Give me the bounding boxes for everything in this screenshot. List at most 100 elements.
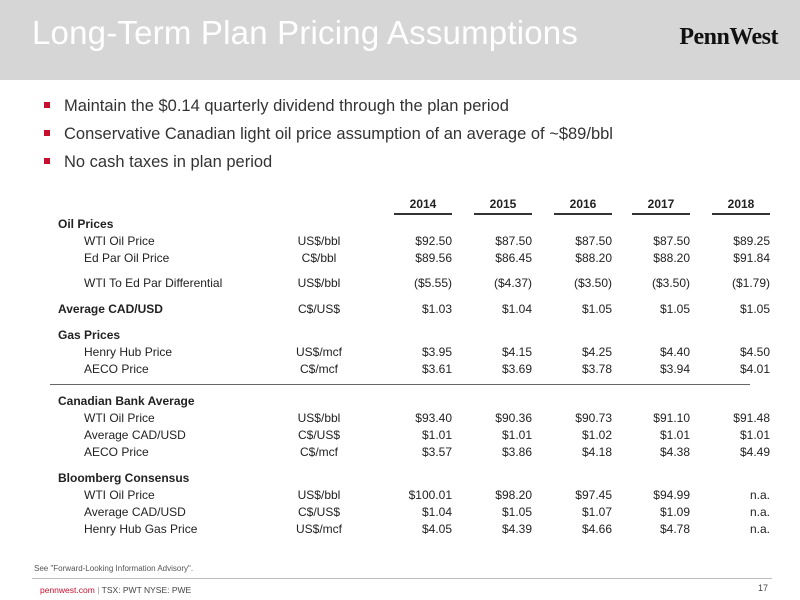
cell-value: $4.49	[739, 445, 770, 459]
row-label: AECO Price	[84, 445, 149, 459]
cell-value: $1.09	[659, 505, 690, 519]
table-row: Henry Hub Gas Price US$/mcf $4.05 $4.39 …	[50, 521, 770, 538]
cell-value: $4.25	[581, 345, 612, 359]
cell-value: n.a.	[749, 522, 770, 536]
section-title: Bloomberg Consensus	[58, 471, 190, 485]
table-row: Ed Par Oil Price C$/bbl $89.56 $86.45 $8…	[50, 250, 770, 267]
section-heading-bloomberg-consensus: Bloomberg Consensus	[50, 470, 750, 487]
row-label: Average CAD/USD	[84, 428, 186, 442]
bullet-item: Conservative Canadian light oil price as…	[44, 120, 784, 148]
cell-value: $1.04	[501, 302, 532, 316]
pricing-table: 2014 2015 2016 2017 2018 Oil Prices WTI …	[50, 196, 770, 538]
row-label: WTI Oil Price	[84, 488, 155, 502]
row-unit: C$/bbl	[301, 251, 337, 265]
footer-tickers: TSX: PWT NYSE: PWE	[101, 585, 192, 595]
cell-value: $97.45	[575, 488, 612, 502]
bullet-item: No cash taxes in plan period	[44, 148, 784, 176]
cell-value: $1.01	[421, 428, 452, 442]
cell-value: $1.05	[501, 505, 532, 519]
cell-value: $90.36	[495, 411, 532, 425]
bullet-item: Maintain the $0.14 quarterly dividend th…	[44, 92, 784, 120]
year-header: 2014	[394, 196, 452, 215]
cell-value: $3.94	[659, 362, 690, 376]
bullet-square-icon	[44, 158, 50, 164]
cell-value: $3.78	[581, 362, 612, 376]
section-title: Gas Prices	[58, 328, 121, 342]
row-label: Ed Par Oil Price	[84, 251, 170, 265]
cell-value: n.a.	[749, 505, 770, 519]
row-label: WTI Oil Price	[84, 411, 155, 425]
advisory-note: See "Forward-Looking Information Advisor…	[34, 564, 194, 573]
bullet-text: No cash taxes in plan period	[64, 153, 273, 171]
cell-value: $4.66	[581, 522, 612, 536]
cell-value: $3.69	[501, 362, 532, 376]
cell-value: $1.07	[581, 505, 612, 519]
cell-value: $4.40	[659, 345, 690, 359]
bullet-square-icon	[44, 102, 50, 108]
table-row: Average CAD/USD C$/US$ $1.01 $1.01 $1.02…	[50, 427, 770, 444]
cell-value: $3.61	[421, 362, 452, 376]
bullet-text: Conservative Canadian light oil price as…	[64, 125, 613, 143]
row-spacer	[50, 461, 750, 470]
row-unit: US$/bbl	[297, 234, 341, 248]
year-header: 2015	[474, 196, 532, 215]
cell-value: $4.39	[501, 522, 532, 536]
bullet-square-icon	[44, 130, 50, 136]
cell-value: $88.20	[575, 251, 612, 265]
table-row: WTI Oil Price US$/bbl $93.40 $90.36 $90.…	[50, 410, 770, 427]
cell-value: $4.15	[501, 345, 532, 359]
section-title: Oil Prices	[58, 217, 114, 231]
cell-value: $3.95	[421, 345, 452, 359]
cell-value: $92.50	[415, 234, 452, 248]
cell-value: $90.73	[575, 411, 612, 425]
row-label: Henry Hub Price	[84, 345, 173, 359]
cell-value: $1.01	[501, 428, 532, 442]
cell-value: $93.40	[415, 411, 452, 425]
section-divider	[50, 384, 750, 385]
row-unit: C$/mcf	[299, 445, 338, 459]
section-heading-canadian-bank-average: Canadian Bank Average	[50, 393, 750, 410]
section-title: Average CAD/USD	[58, 302, 163, 316]
year-header-row: 2014 2015 2016 2017 2018	[50, 196, 770, 216]
row-label: WTI Oil Price	[84, 234, 155, 248]
cell-value: $87.50	[495, 234, 532, 248]
footer-website: pennwest.com	[40, 585, 95, 595]
table-row: WTI Oil Price US$/bbl $92.50 $87.50 $87.…	[50, 233, 770, 250]
cell-value: $87.50	[575, 234, 612, 248]
year-header: 2018	[712, 196, 770, 215]
footer: pennwest.com | TSX: PWT NYSE: PWE	[40, 585, 191, 595]
year-header: 2017	[632, 196, 690, 215]
cell-value: $98.20	[495, 488, 532, 502]
row-unit: C$/US$	[297, 302, 341, 316]
cell-value: $100.01	[408, 488, 452, 502]
row-spacer	[50, 318, 750, 327]
cell-value: $89.25	[733, 234, 770, 248]
cell-value: $1.01	[659, 428, 690, 442]
cell-value: $1.04	[421, 505, 452, 519]
cell-value: $1.02	[581, 428, 612, 442]
row-label: AECO Price	[84, 362, 149, 376]
row-unit: US$/bbl	[297, 276, 341, 290]
row-label: WTI To Ed Par Differential	[84, 276, 223, 290]
cell-value: $4.50	[739, 345, 770, 359]
cell-value: ($1.79)	[731, 276, 770, 290]
section-title: Canadian Bank Average	[58, 394, 195, 408]
section-heading-average-cad-usd: Average CAD/USD C$/US$ $1.03 $1.04 $1.05…	[50, 301, 770, 318]
cell-value: ($4.37)	[493, 276, 532, 290]
cell-value: $1.03	[421, 302, 452, 316]
title-band: Long-Term Plan Pricing Assumptions PennW…	[0, 0, 800, 80]
footer-separator: |	[97, 585, 100, 595]
cell-value: ($5.55)	[413, 276, 452, 290]
page-title: Long-Term Plan Pricing Assumptions	[32, 14, 579, 51]
row-spacer	[50, 267, 750, 275]
cell-value: ($3.50)	[573, 276, 612, 290]
cell-value: $1.05	[659, 302, 690, 316]
cell-value: $3.57	[421, 445, 452, 459]
cell-value: $86.45	[495, 251, 532, 265]
cell-value: $3.86	[501, 445, 532, 459]
pennwest-logo: PennWest	[679, 24, 778, 50]
row-unit: C$/mcf	[299, 362, 338, 376]
cell-value: $1.01	[739, 428, 770, 442]
year-header: 2016	[554, 196, 612, 215]
table-row: WTI To Ed Par Differential US$/bbl ($5.5…	[50, 275, 770, 292]
